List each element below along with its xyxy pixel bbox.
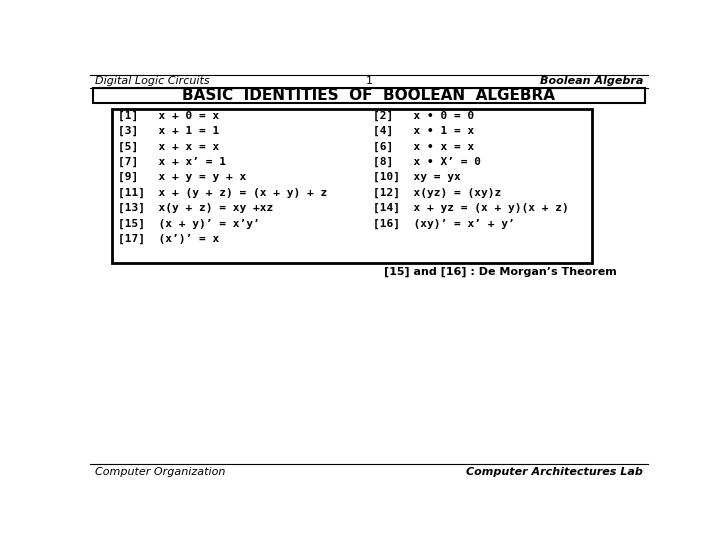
Text: [15]  (x + y)’ = x’y’: [15] (x + y)’ = x’y’ <box>118 218 260 228</box>
Text: [3]   x + 1 = 1: [3] x + 1 = 1 <box>118 126 219 136</box>
Text: [6]   x • x = x: [6] x • x = x <box>373 141 474 152</box>
Text: 1: 1 <box>366 76 372 86</box>
Text: [1]   x + 0 = x: [1] x + 0 = x <box>118 111 219 121</box>
Text: [5]   x + x = x: [5] x + x = x <box>118 141 219 152</box>
Text: BASIC  IDENTITIES  OF  BOOLEAN  ALGEBRA: BASIC IDENTITIES OF BOOLEAN ALGEBRA <box>182 88 556 103</box>
Text: [11]  x + (y + z) = (x + y) + z: [11] x + (y + z) = (x + y) + z <box>118 187 327 198</box>
Text: [4]   x • 1 = x: [4] x • 1 = x <box>373 126 474 136</box>
FancyBboxPatch shape <box>93 88 645 103</box>
FancyBboxPatch shape <box>112 109 593 262</box>
Text: [14]  x + yz = (x + y)(x + z): [14] x + yz = (x + y)(x + z) <box>373 203 569 213</box>
Text: [8]   x • X’ = 0: [8] x • X’ = 0 <box>373 157 481 167</box>
Text: [13]  x(y + z) = xy +xz: [13] x(y + z) = xy +xz <box>118 203 273 213</box>
Text: [2]   x • 0 = 0: [2] x • 0 = 0 <box>373 111 474 121</box>
Text: [12]  x(yz) = (xy)z: [12] x(yz) = (xy)z <box>373 187 501 198</box>
Text: Computer Architectures Lab: Computer Architectures Lab <box>467 467 644 477</box>
Text: [9]   x + y = y + x: [9] x + y = y + x <box>118 172 246 183</box>
Text: [15] and [16] : De Morgan’s Theorem: [15] and [16] : De Morgan’s Theorem <box>384 267 617 277</box>
Text: [16]  (xy)’ = x’ + y’: [16] (xy)’ = x’ + y’ <box>373 218 515 228</box>
Text: [7]   x + x’ = 1: [7] x + x’ = 1 <box>118 157 226 167</box>
Text: Computer Organization: Computer Organization <box>94 467 225 477</box>
Text: [10]  xy = yx: [10] xy = yx <box>373 172 461 183</box>
Text: [17]  (x’)’ = x: [17] (x’)’ = x <box>118 234 219 244</box>
Text: Boolean Algebra: Boolean Algebra <box>540 76 644 86</box>
Text: Digital Logic Circuits: Digital Logic Circuits <box>94 76 210 86</box>
